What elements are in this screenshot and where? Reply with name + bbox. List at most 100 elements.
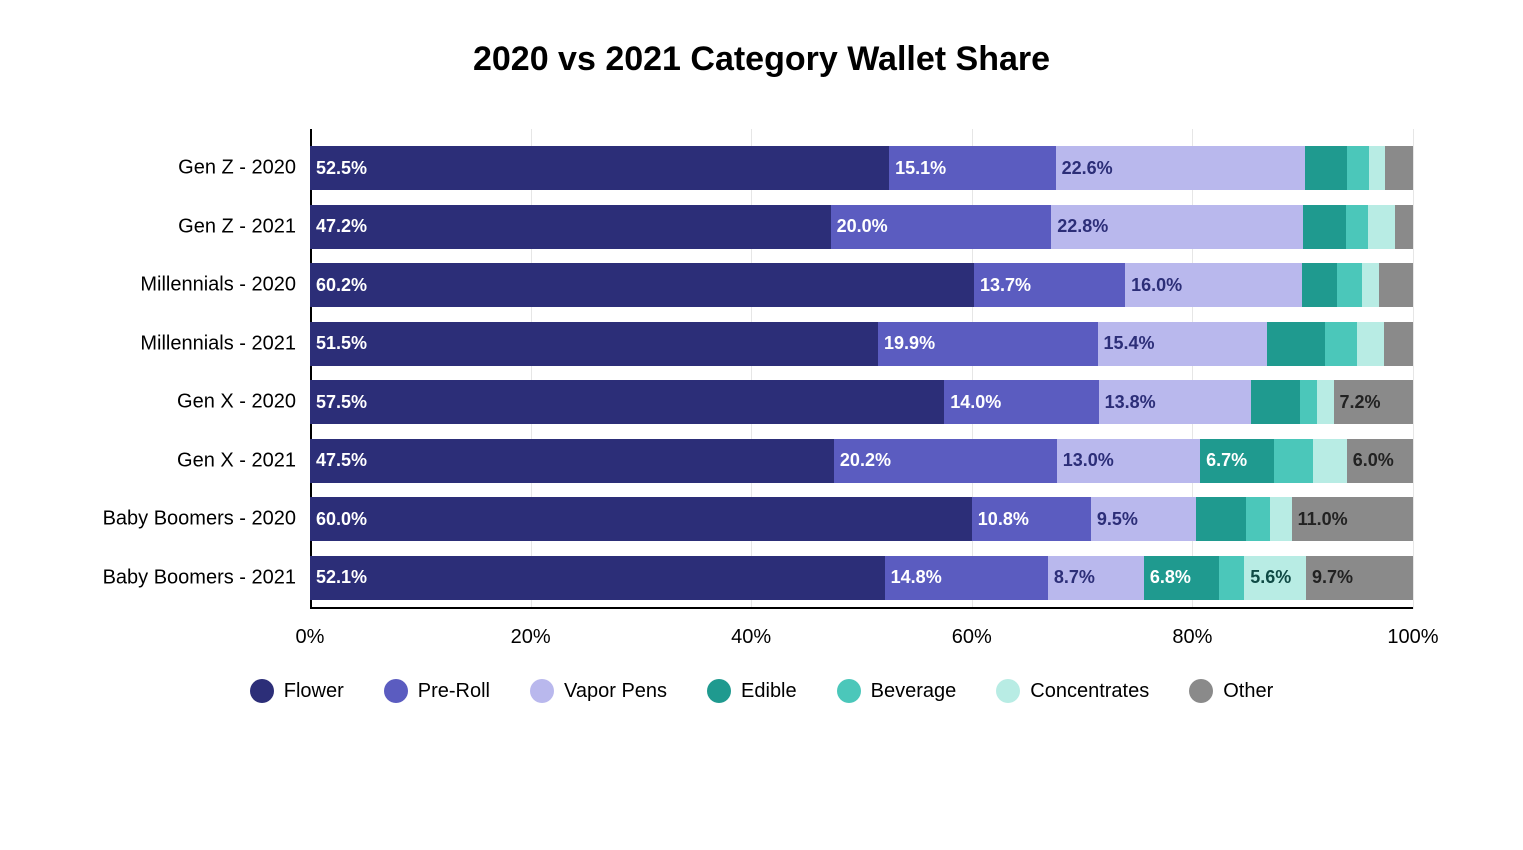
bar-segment-value: 57.5% [310, 392, 367, 413]
bar-segment-other: 6.0% [1347, 439, 1413, 483]
bar-segment-concentrates: 5.6% [1244, 556, 1306, 600]
y-category-label: Gen Z - 2020 [178, 157, 296, 180]
bar-segment-edible [1267, 322, 1324, 366]
bar-segment-beverage [1300, 380, 1317, 424]
bar-segment-value: 13.8% [1099, 392, 1156, 413]
bar-segment-vapor: 9.5% [1091, 497, 1196, 541]
y-category-label: Millennials - 2020 [140, 274, 296, 297]
bar-segment-value: 14.0% [944, 392, 1001, 413]
y-category-label: Gen Z - 2021 [178, 215, 296, 238]
bar-segment-value: 47.5% [310, 450, 367, 471]
bar-segment-concentrates [1369, 146, 1386, 190]
legend-swatch [1189, 679, 1213, 703]
stacked-bar: 57.5% 14.0% 13.8% 7.2% [310, 380, 1413, 424]
legend-label: Other [1223, 680, 1273, 703]
stacked-bar: 52.1% 14.8% 8.7% 6.8% 5.6% 9.7% [310, 556, 1413, 600]
bar-segment-preroll: 13.7% [974, 263, 1125, 307]
bar-row: Millennials - 202151.5%19.9%15.4% [310, 322, 1413, 366]
bar-segment-value: 16.0% [1125, 275, 1182, 296]
bar-segment-flower: 47.5% [310, 439, 834, 483]
bar-segment-beverage [1219, 556, 1244, 600]
bar-segment-edible [1251, 380, 1301, 424]
bar-segment-beverage [1347, 146, 1369, 190]
bar-segment-other: 11.0% [1292, 497, 1413, 541]
bar-segment-value: 14.8% [885, 567, 942, 588]
bar-segment-concentrates [1368, 205, 1396, 249]
legend-swatch [837, 679, 861, 703]
bar-segment-value: 7.2% [1334, 392, 1381, 413]
bar-segment-edible [1303, 205, 1346, 249]
bar-row: Gen X - 202057.5%14.0%13.8%7.2% [310, 380, 1413, 424]
legend-item-concentrates: Concentrates [996, 679, 1149, 703]
bar-segment-beverage [1346, 205, 1368, 249]
legend-swatch [250, 679, 274, 703]
bar-segment-value: 20.2% [834, 450, 891, 471]
bar-segment-value: 6.8% [1144, 567, 1191, 588]
bar-segment-preroll: 10.8% [972, 497, 1091, 541]
bar-segment-value: 52.1% [310, 567, 367, 588]
bar-segment-vapor: 13.0% [1057, 439, 1200, 483]
bar-segment-value: 8.7% [1048, 567, 1095, 588]
bar-segment-other [1384, 322, 1413, 366]
bar-segment-value: 22.6% [1056, 158, 1113, 179]
legend-swatch [384, 679, 408, 703]
y-category-label: Gen X - 2020 [177, 391, 296, 414]
bar-segment-value: 60.2% [310, 275, 367, 296]
bar-segment-preroll: 14.8% [885, 556, 1048, 600]
bar-segment-flower: 60.2% [310, 263, 974, 307]
stacked-bar: 52.5% 15.1%22.6% [310, 146, 1413, 190]
stacked-bar: 51.5%19.9%15.4% [310, 322, 1413, 366]
gridline [1413, 129, 1414, 609]
y-category-label: Baby Boomers - 2021 [103, 566, 296, 589]
bar-segment-other [1385, 146, 1413, 190]
y-category-label: Millennials - 2021 [140, 332, 296, 355]
bar-segment-concentrates [1270, 497, 1292, 541]
bar-segment-vapor: 16.0% [1125, 263, 1301, 307]
bar-segment-vapor: 22.6% [1056, 146, 1305, 190]
bars-container: Gen Z - 202052.5%15.1%22.6%Gen Z - 20214… [310, 139, 1413, 607]
legend-label: Pre-Roll [418, 680, 490, 703]
bar-segment-value: 15.4% [1098, 333, 1155, 354]
bar-segment-value: 9.7% [1306, 567, 1353, 588]
bar-segment-concentrates [1357, 322, 1385, 366]
legend-swatch [996, 679, 1020, 703]
bar-segment-value: 19.9% [878, 333, 935, 354]
x-tick-label: 80% [1172, 626, 1212, 649]
bar-segment-flower: 52.1% [310, 556, 885, 600]
bar-segment-beverage [1325, 322, 1357, 366]
bar-row: Gen X - 202147.5%20.2%13.0%6.7%6.0% [310, 439, 1413, 483]
bar-segment-value: 47.2% [310, 216, 367, 237]
bar-segment-preroll: 15.1% [889, 146, 1056, 190]
bar-segment-value: 13.7% [974, 275, 1031, 296]
bar-segment-value: 6.0% [1347, 450, 1394, 471]
bar-segment-value: 13.0% [1057, 450, 1114, 471]
x-axis-line [310, 607, 1413, 609]
bar-row: Baby Boomers - 202060.0%10.8%9.5%11.0% [310, 497, 1413, 541]
x-tick-label: 60% [952, 626, 992, 649]
legend-item-other: Other [1189, 679, 1273, 703]
bar-segment-edible [1196, 497, 1247, 541]
bar-segment-value: 22.8% [1051, 216, 1108, 237]
x-tick-label: 100% [1387, 626, 1438, 649]
chart-title: 2020 vs 2021 Category Wallet Share [80, 40, 1443, 79]
chart-container: 2020 vs 2021 Category Wallet Share Gen Z… [0, 0, 1523, 850]
legend-item-vapor: Vapor Pens [530, 679, 667, 703]
bar-segment-preroll: 14.0% [944, 380, 1098, 424]
bar-row: Gen Z - 202052.5%15.1%22.6% [310, 146, 1413, 190]
bar-segment-value: 52.5% [310, 158, 367, 179]
legend-item-flower: Flower [250, 679, 344, 703]
x-tick-label: 40% [731, 626, 771, 649]
bar-segment-beverage [1337, 263, 1362, 307]
bar-segment-vapor: 13.8% [1099, 380, 1251, 424]
x-tick-label: 20% [511, 626, 551, 649]
legend-swatch [707, 679, 731, 703]
bar-segment-other: 9.7% [1306, 556, 1413, 600]
bar-segment-preroll: 20.2% [834, 439, 1057, 483]
bar-segment-flower: 52.5% [310, 146, 889, 190]
legend-label: Flower [284, 680, 344, 703]
bar-segment-flower: 57.5% [310, 380, 944, 424]
bar-segment-edible [1305, 146, 1347, 190]
bar-segment-concentrates [1313, 439, 1347, 483]
bar-segment-value: 5.6% [1244, 567, 1291, 588]
bar-row: Gen Z - 202147.2%20.0%22.8% [310, 205, 1413, 249]
